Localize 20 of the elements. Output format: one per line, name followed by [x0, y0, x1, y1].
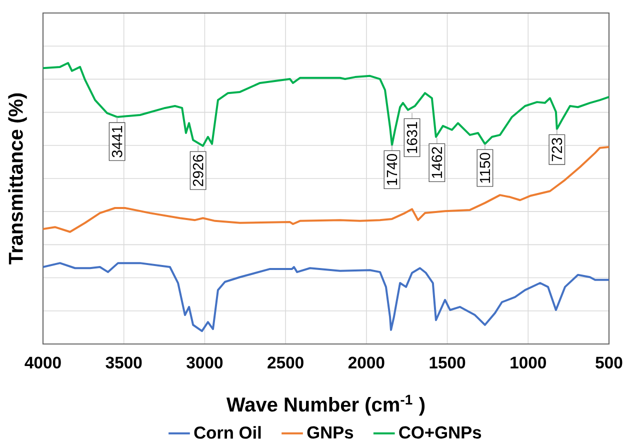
x-axis-title: Wave Number (cm$^{-1}$ ): [226, 394, 425, 416]
legend-label: GNPs: [307, 426, 354, 439]
legend-label: CO+GNPs: [399, 426, 482, 439]
x-tick-label: 2500: [268, 356, 304, 368]
x-tick-label: 3500: [106, 356, 142, 369]
y-axis-title: Transmittance (%): [8, 93, 27, 264]
annotation: 1740: [386, 154, 398, 185]
x-tick-label: 2000: [348, 356, 384, 368]
annotation: 1631: [406, 122, 418, 153]
x-tick-label: 3000: [186, 356, 223, 369]
x-tick-label: 1000: [510, 356, 546, 368]
annotation: 2926: [192, 154, 204, 186]
x-tick-label: 1500: [430, 356, 466, 368]
legend-label: Corn Oil: [194, 426, 261, 439]
annotation: 723: [552, 138, 562, 162]
annotation: 3441: [112, 126, 122, 158]
annotation: 1150: [480, 152, 490, 183]
x-tick-label: 500: [596, 356, 622, 368]
annotation: 1462: [432, 147, 442, 178]
x-tick-label: 4000: [24, 356, 61, 368]
